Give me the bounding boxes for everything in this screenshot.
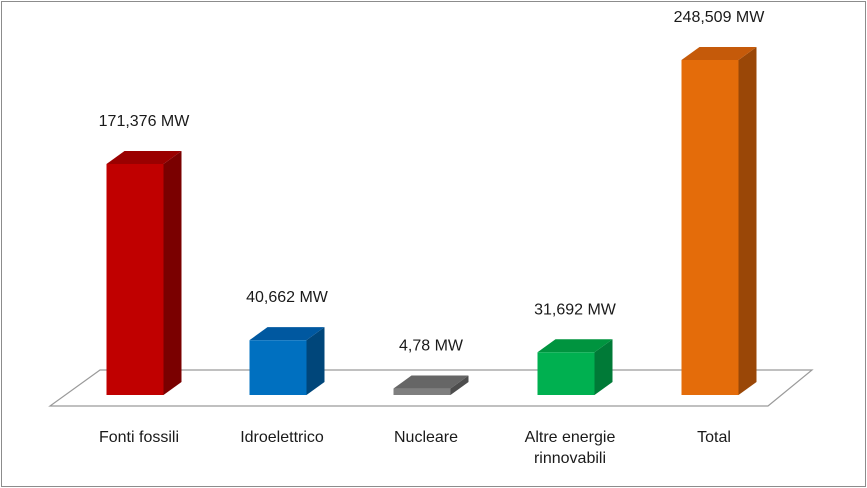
bar-altre-energie-rinnovabili [537,339,613,395]
category-label: Total [697,429,731,446]
bar-front [537,352,595,395]
data-label: 40,662 MW [246,289,329,306]
bar-top [106,150,182,164]
category-label: Fonti fossili [99,429,179,446]
data-label: 248,509 MW [674,9,766,26]
bar-front [393,388,451,395]
bar-total [681,47,757,395]
data-label: 31,692 MW [534,301,617,318]
bar-side [450,375,469,395]
data-label: 171,376 MW [99,113,191,130]
bar-side [594,339,613,395]
category-label: Idroelettrico [240,429,324,446]
category-label: Nucleare [394,429,458,446]
bar-front [681,60,739,395]
bar-top [537,339,613,353]
bar-front [249,340,307,395]
bar-nucleare [393,375,469,395]
bar-top [681,47,757,60]
bar-top [249,327,325,341]
bar-side [306,327,325,395]
bar-fonti-fossili [106,150,182,395]
category-label: Altre energie rinnovabili [525,429,616,467]
bar-front [106,163,164,395]
bar-top [393,375,469,389]
data-label: 4,78 MW [399,338,464,355]
bar-side [738,47,757,395]
bar-idroelettrico [249,327,325,395]
bar-side [163,150,182,395]
